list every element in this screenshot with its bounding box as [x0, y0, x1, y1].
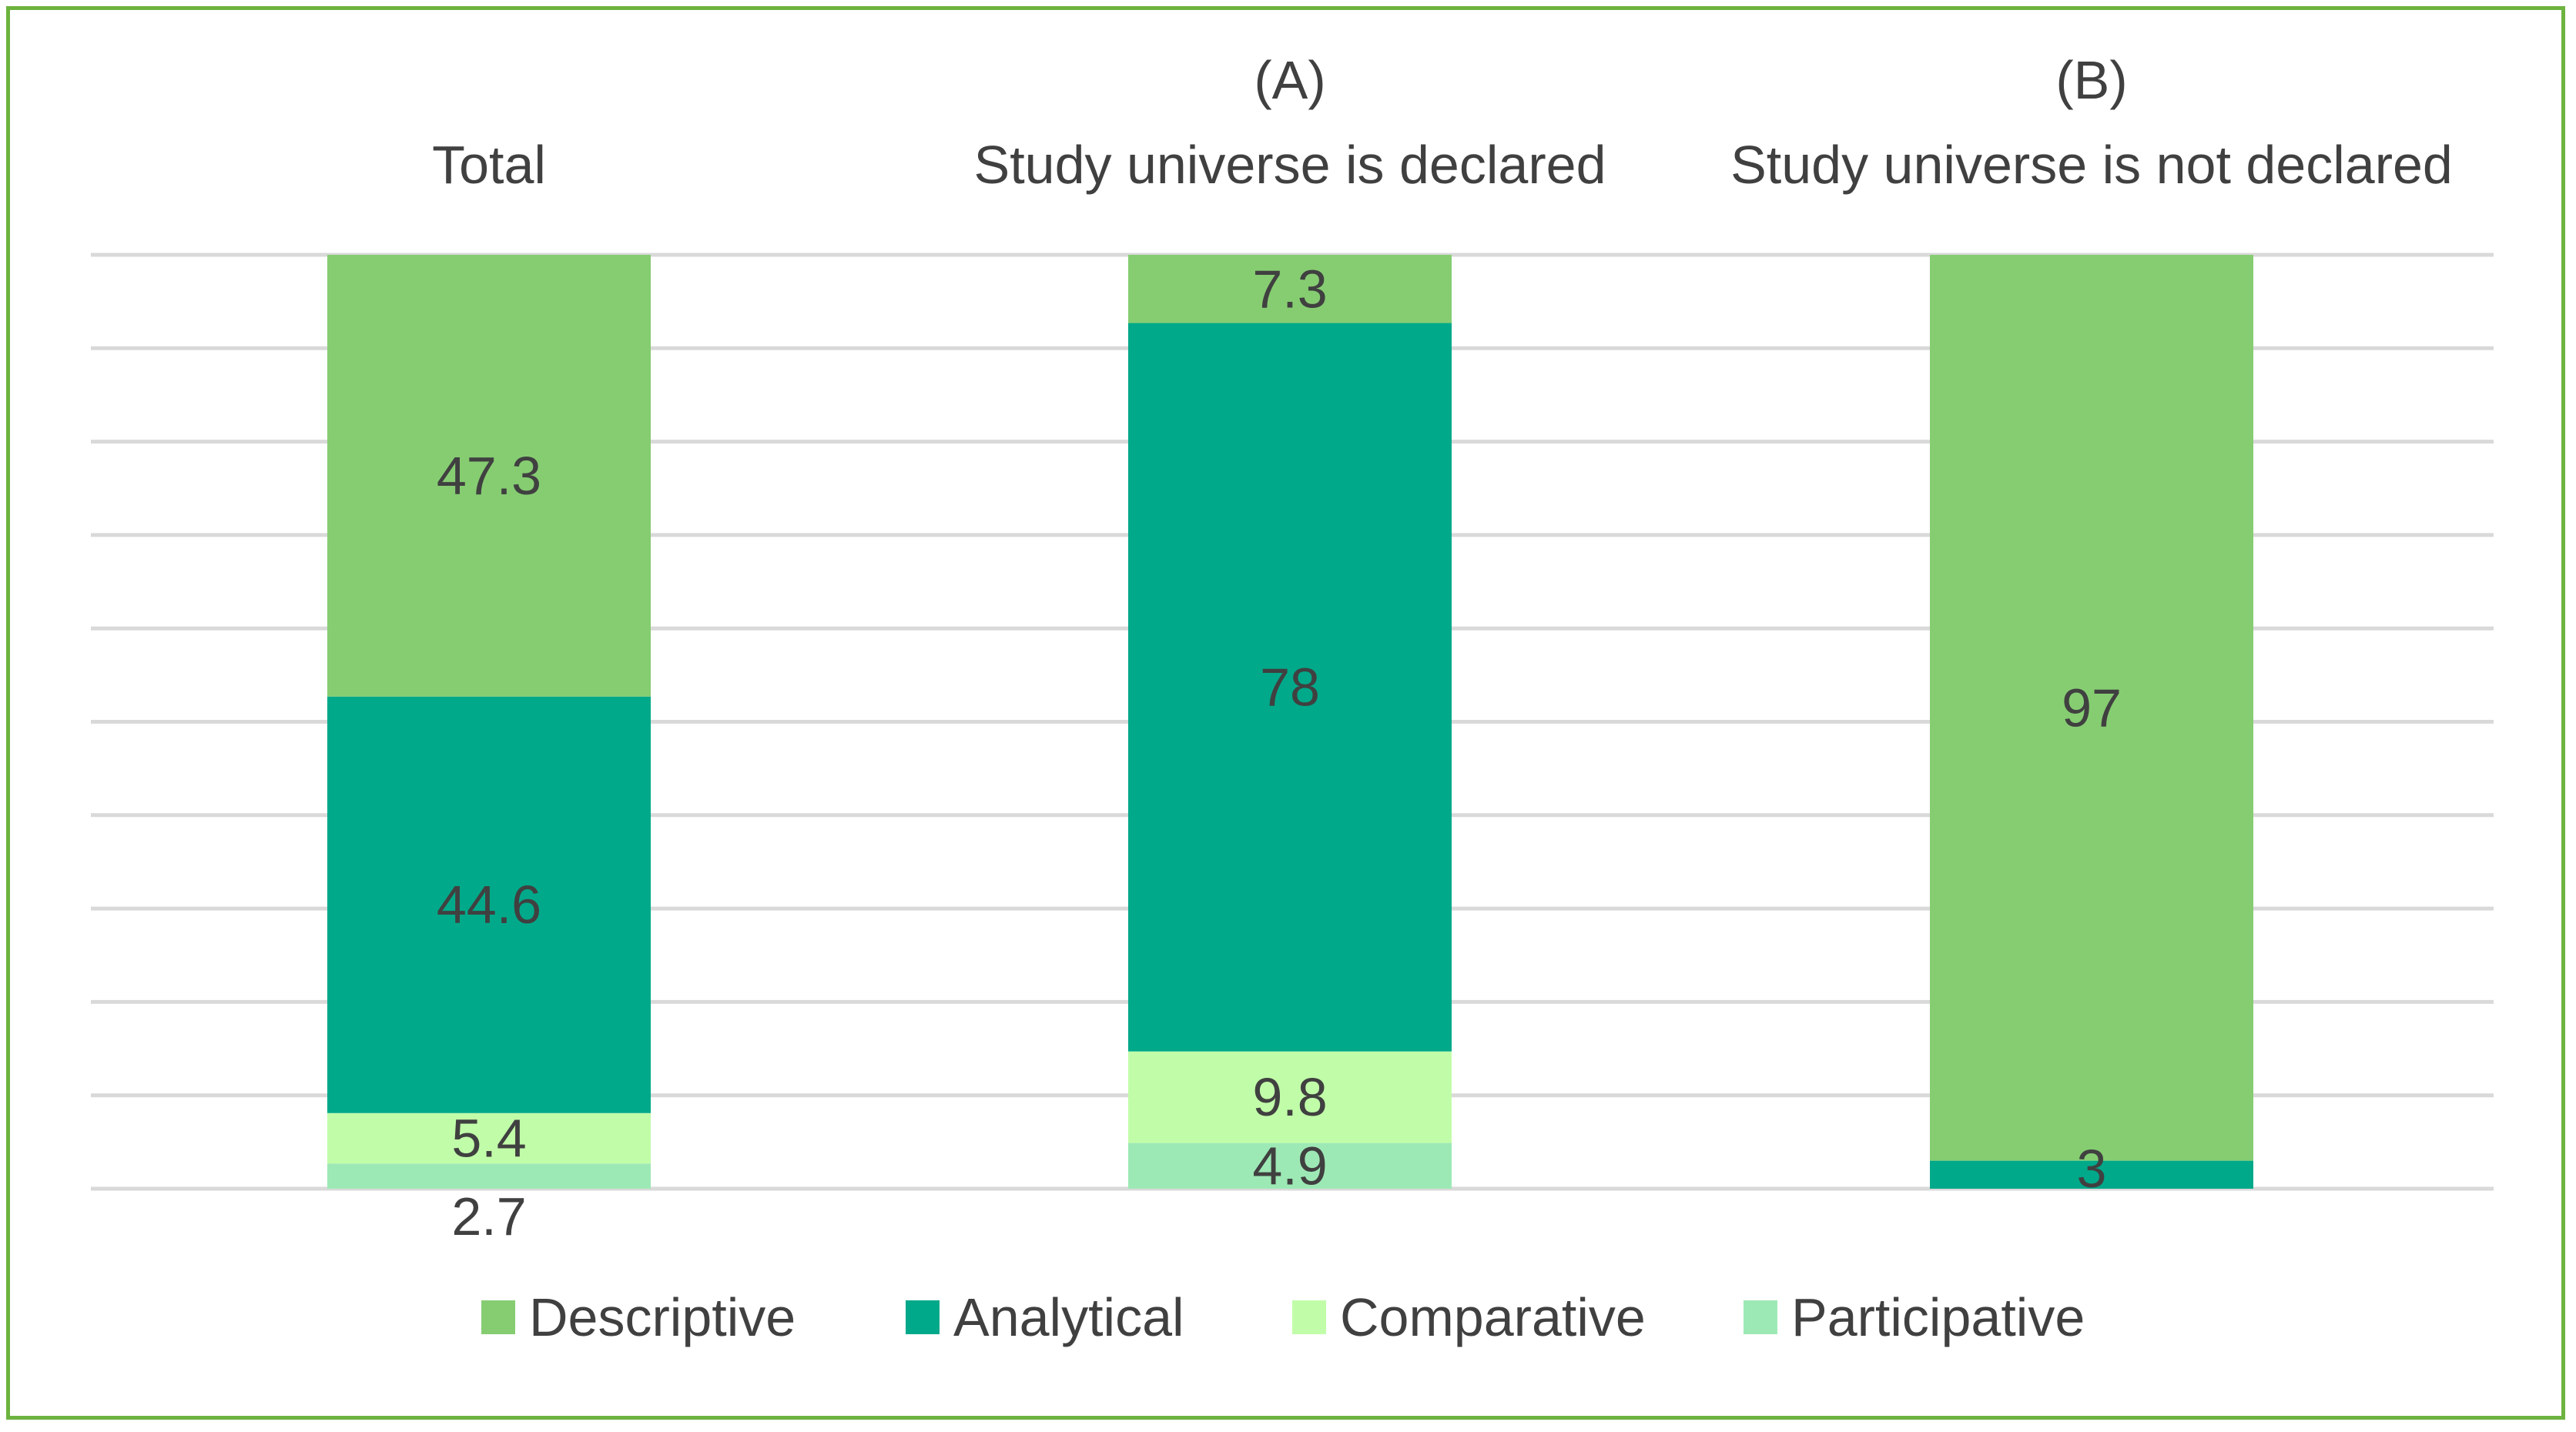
stacked-bar-chart: Total (A) Study universe is declared (B) Stu… [91, 50, 2494, 1347]
legend-swatch-comparative [1292, 1300, 1326, 1334]
category-heading: (B) [2055, 50, 2127, 110]
data-label: 2.7 [451, 1186, 526, 1246]
legend-label: Descriptive [529, 1287, 796, 1347]
bars [327, 255, 2253, 1189]
legend-swatch-analytical [906, 1300, 940, 1334]
data-label: 5.4 [451, 1108, 526, 1168]
bar-segment-analytical [1128, 323, 1452, 1052]
legend-label: Analytical [953, 1287, 1184, 1347]
chart-frame: Total (A) Study universe is declared (B) Stu… [6, 6, 2565, 1420]
data-label: 4.9 [1252, 1136, 1327, 1196]
legend-label: Participative [1791, 1287, 2085, 1347]
category-label: Study universe is declared [974, 135, 1606, 195]
data-label: 97 [2062, 678, 2122, 738]
category-heading: (A) [1254, 50, 1325, 110]
legend-swatch-descriptive [481, 1300, 515, 1334]
legend: Descriptive Analytical Comparative Particip… [481, 1287, 2085, 1347]
data-label: 9.8 [1252, 1067, 1327, 1127]
legend-label: Comparative [1340, 1287, 1646, 1347]
data-label: 7.3 [1252, 259, 1327, 319]
legend-swatch-participative [1744, 1300, 1777, 1334]
bar-segment-participative [327, 1163, 651, 1189]
category-headers: Total (A) Study universe is declared (B) Stu… [432, 50, 2453, 195]
bar-segment-analytical [1930, 1160, 2253, 1189]
data-label: 3 [2077, 1139, 2107, 1199]
bar-segment-descriptive [327, 255, 651, 697]
bar-segment-comparative [1128, 1051, 1452, 1143]
category-label: Study universe is not declared [1730, 135, 2453, 195]
bar-segment-analytical [327, 696, 651, 1113]
data-label: 78 [1260, 657, 1320, 718]
bar-segment-participative [1128, 1143, 1452, 1189]
bar-segment-descriptive [1128, 255, 1452, 323]
data-label: 47.3 [437, 446, 541, 506]
bar-segment-comparative [327, 1112, 651, 1164]
category-label: Total [432, 135, 546, 195]
bar-segment-descriptive [1930, 255, 2253, 1161]
data-label: 44.6 [437, 875, 541, 935]
data-labels: 2.7 5.4 44.6 47.3 4.9 9.8 78 7.3 3 97 [437, 259, 2122, 1246]
